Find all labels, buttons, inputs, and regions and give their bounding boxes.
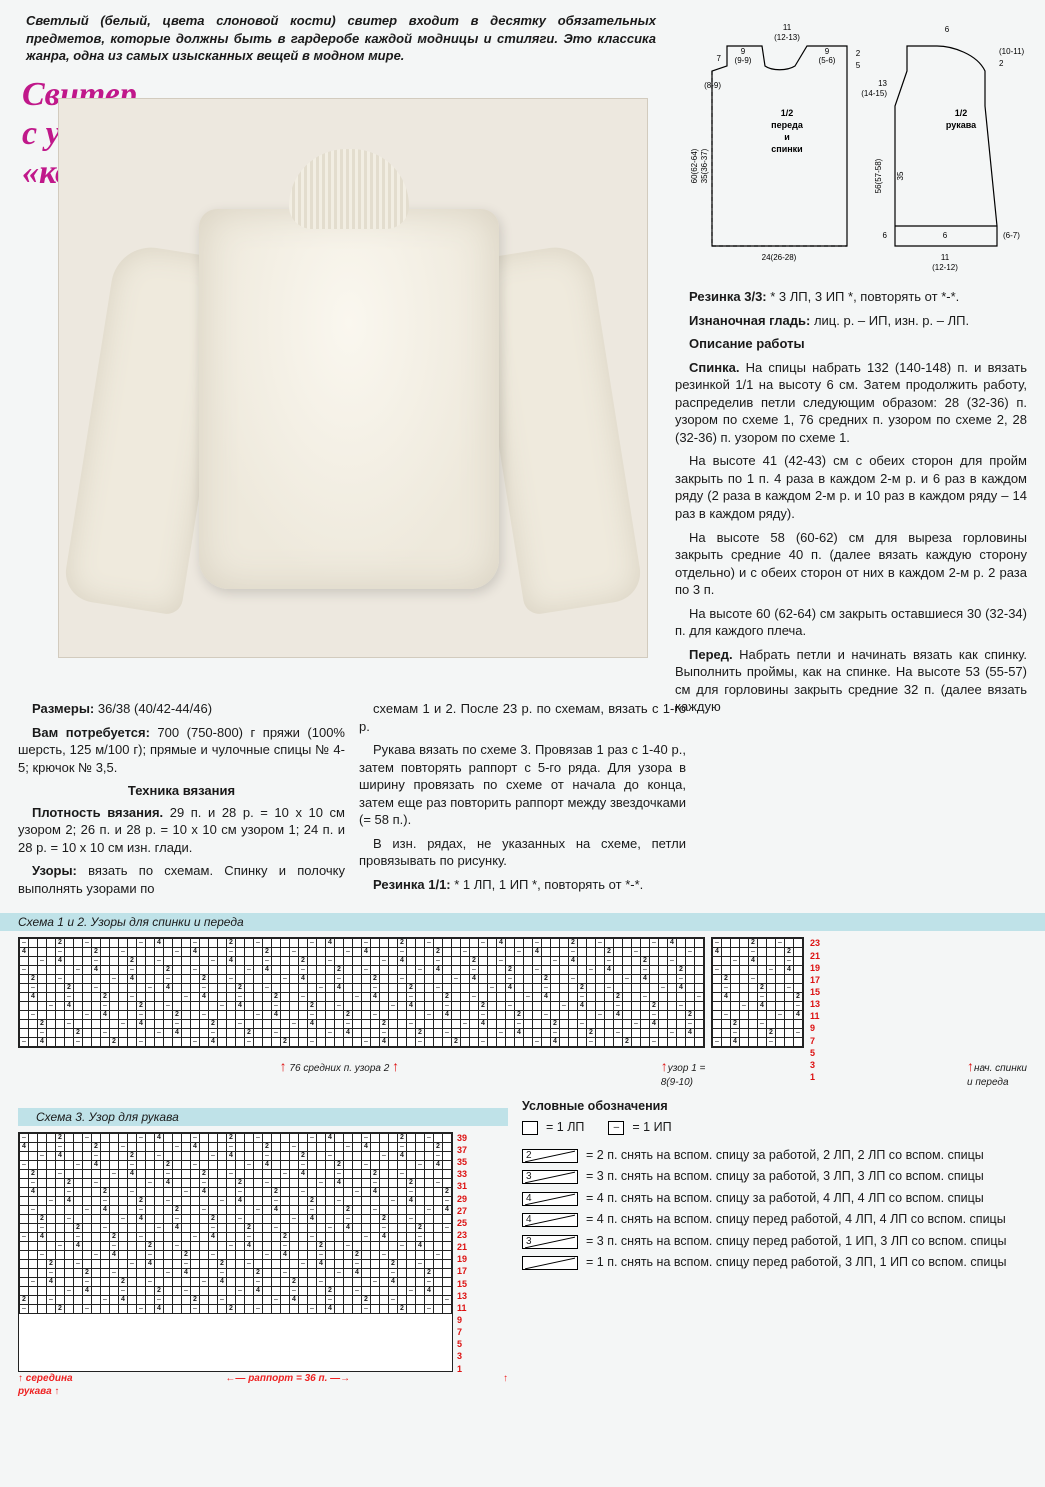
svg-text:35: 35 bbox=[896, 171, 905, 180]
arrow-up-icon: ↑ bbox=[54, 1386, 59, 1397]
svg-text:9: 9 bbox=[741, 47, 746, 56]
svg-text:6: 6 bbox=[943, 231, 948, 240]
svg-text:спинки: спинки bbox=[771, 144, 802, 154]
col2-p1: схемам 1 и 2. После 23 р. по схемам, вяз… bbox=[359, 700, 686, 735]
work-heading: Описание работы bbox=[675, 335, 1027, 353]
back-label: Спинка. bbox=[689, 360, 739, 375]
arrow-up-icon: ↑ bbox=[280, 1058, 287, 1074]
chart12-side: 24244224244224 bbox=[711, 937, 804, 1048]
svg-text:переда: переда bbox=[771, 120, 804, 130]
svg-text:6: 6 bbox=[945, 25, 950, 34]
arrow-up-icon: ↑ bbox=[661, 1058, 668, 1074]
svg-text:(9-9): (9-9) bbox=[735, 56, 752, 65]
svg-text:рукава: рукава bbox=[946, 120, 977, 130]
rib11-text: * 1 ЛП, 1 ИП *, повторять от *-*. bbox=[451, 877, 644, 892]
svg-text:13: 13 bbox=[878, 79, 887, 88]
svg-text:2: 2 bbox=[999, 59, 1004, 68]
legend-title: Условные обозначения bbox=[522, 1098, 1006, 1116]
legend-symbol-cable4b bbox=[522, 1213, 578, 1227]
legend-text: = 3 п. снять на вспом. спицу за работой,… bbox=[586, 1168, 984, 1186]
back-p4: На высоте 60 (62-64) см закрыть оставшие… bbox=[675, 605, 1027, 640]
purl-text: лиц. р. – ИП, изн. р. – ЛП. bbox=[810, 313, 969, 328]
svg-text:(6-7): (6-7) bbox=[1003, 231, 1020, 240]
gauge-label: Плотность вязания. bbox=[32, 805, 163, 820]
svg-text:11: 11 bbox=[941, 253, 950, 262]
col2-p3: В изн. рядах, не указанных на схеме, пет… bbox=[359, 835, 686, 870]
col-3-spacer bbox=[700, 700, 1027, 903]
arrow-up-icon: ↑ bbox=[503, 1372, 508, 1399]
svg-text:9: 9 bbox=[825, 47, 830, 56]
legend-text: = 3 п. снять на вспом. спицу перед работ… bbox=[586, 1233, 1006, 1251]
legend-text: = 1 п. снять на вспом. спицу перед работ… bbox=[586, 1254, 1006, 1272]
front-label: Перед. bbox=[689, 647, 733, 662]
svg-text:и: и bbox=[784, 132, 790, 142]
col2-p2: Рукава вязать по схеме 3. Провязав 1 раз… bbox=[359, 741, 686, 829]
chart12-caption: ↑ 76 средних п. узора 2 ↑ ↑узор 1 = 8(9-… bbox=[18, 1057, 1027, 1089]
legend-symbol-purl bbox=[608, 1121, 624, 1135]
legend-text: = 1 ИП bbox=[632, 1119, 671, 1137]
svg-text:56(57-58): 56(57-58) bbox=[874, 158, 883, 193]
chart12-row: 2424242442424242424242424242424224242424… bbox=[18, 937, 1027, 1057]
col-1: Размеры: 36/38 (40/42-44/46) Вам потребу… bbox=[18, 700, 345, 903]
legend: Условные обозначения = 1 ЛП = 1 ИП = 2 п… bbox=[522, 1098, 1006, 1276]
tech-heading: Техника вязания bbox=[18, 782, 345, 800]
chart12-main: 2424242442424242424242424242424224242424… bbox=[18, 937, 705, 1048]
chart3-grid: 2424242424242424424242424224242424242424… bbox=[18, 1132, 453, 1372]
arrow-up-icon: ↑ bbox=[392, 1058, 399, 1074]
svg-text:6: 6 bbox=[883, 231, 888, 240]
legend-symbol-cable3 bbox=[522, 1170, 578, 1184]
legend-symbol-knit bbox=[522, 1121, 538, 1135]
purl-label: Изнаночная гладь: bbox=[689, 313, 810, 328]
svg-text:(12-13): (12-13) bbox=[774, 33, 800, 42]
chart3-and-legend: Схема 3. Узор для рукава 242424242424242… bbox=[18, 1098, 1027, 1399]
legend-text: = 1 ЛП bbox=[546, 1119, 584, 1137]
yarn-label: Вам потребуется: bbox=[32, 725, 150, 740]
chart3-heading: Схема 3. Узор для рукава bbox=[18, 1108, 508, 1126]
legend-symbol-cable1p bbox=[522, 1256, 578, 1270]
rib33-text: * 3 ЛП, 3 ИП *, повторять от *-*. bbox=[767, 289, 960, 304]
chart12-row-numbers: 2321191715131197531 bbox=[810, 937, 820, 1057]
svg-text:1/2: 1/2 bbox=[955, 108, 968, 118]
right-column: Резинка 3/3: * 3 ЛП, 3 ИП *, повторять о… bbox=[675, 288, 1027, 722]
back-p3: На высоте 58 (60-62) см для выреза горло… bbox=[675, 529, 1027, 599]
sweater-photo bbox=[58, 98, 648, 658]
svg-text:5: 5 bbox=[856, 61, 861, 70]
legend-symbol-cable4a bbox=[522, 1192, 578, 1206]
arrow-up-icon: ↑ bbox=[967, 1058, 974, 1074]
legend-symbol-cable2 bbox=[522, 1149, 578, 1163]
svg-text:1/2: 1/2 bbox=[781, 108, 794, 118]
legend-text: = 2 п. снять на вспом. спицу за работой,… bbox=[586, 1147, 984, 1165]
three-columns: Размеры: 36/38 (40/42-44/46) Вам потребу… bbox=[18, 700, 1027, 903]
svg-text:35(36-37): 35(36-37) bbox=[700, 148, 709, 183]
rib11-label: Резинка 1/1: bbox=[373, 877, 451, 892]
svg-text:11: 11 bbox=[783, 23, 792, 32]
svg-text:7: 7 bbox=[717, 54, 722, 63]
sizes-text: 36/38 (40/42-44/46) bbox=[94, 701, 212, 716]
top-area: Светлый (белый, цвета слоновой кости) св… bbox=[18, 12, 1027, 694]
svg-text:(12-12): (12-12) bbox=[932, 263, 958, 272]
intro-text: Светлый (белый, цвета слоновой кости) св… bbox=[26, 12, 656, 65]
svg-text:2: 2 bbox=[856, 49, 861, 58]
legend-text: = 4 п. снять на вспом. спицу перед работ… bbox=[586, 1211, 1006, 1229]
col-2: схемам 1 и 2. После 23 р. по схемам, вяз… bbox=[359, 700, 686, 903]
sizes-label: Размеры: bbox=[32, 701, 94, 716]
svg-text:60(62-64): 60(62-64) bbox=[690, 148, 699, 183]
chart3-wrap: Схема 3. Узор для рукава 242424242424242… bbox=[18, 1098, 508, 1399]
svg-text:(8-9): (8-9) bbox=[704, 81, 721, 90]
svg-text:24(26-28): 24(26-28) bbox=[762, 253, 797, 262]
chart3-row-numbers: 39373533312927252321191715131197531 bbox=[457, 1132, 467, 1372]
svg-text:(5-6): (5-6) bbox=[819, 56, 836, 65]
arrow-up-icon: ↑ bbox=[18, 1373, 23, 1384]
schematic-diagram: 1/2 переда и спинки 1/2 рукава 11 (12-13… bbox=[677, 16, 1027, 276]
patterns-label: Узоры: bbox=[32, 863, 77, 878]
legend-text: = 4 п. снять на вспом. спицу за работой,… bbox=[586, 1190, 984, 1208]
svg-text:(10-11): (10-11) bbox=[999, 47, 1025, 56]
svg-text:(14-15): (14-15) bbox=[861, 89, 887, 98]
rib33-label: Резинка 3/3: bbox=[689, 289, 767, 304]
legend-symbol-cable3p bbox=[522, 1235, 578, 1249]
chart12-heading: Схема 1 и 2. Узоры для спинки и переда bbox=[0, 913, 1045, 931]
back-p2: На высоте 41 (42-43) см с обеих сторон д… bbox=[675, 452, 1027, 522]
